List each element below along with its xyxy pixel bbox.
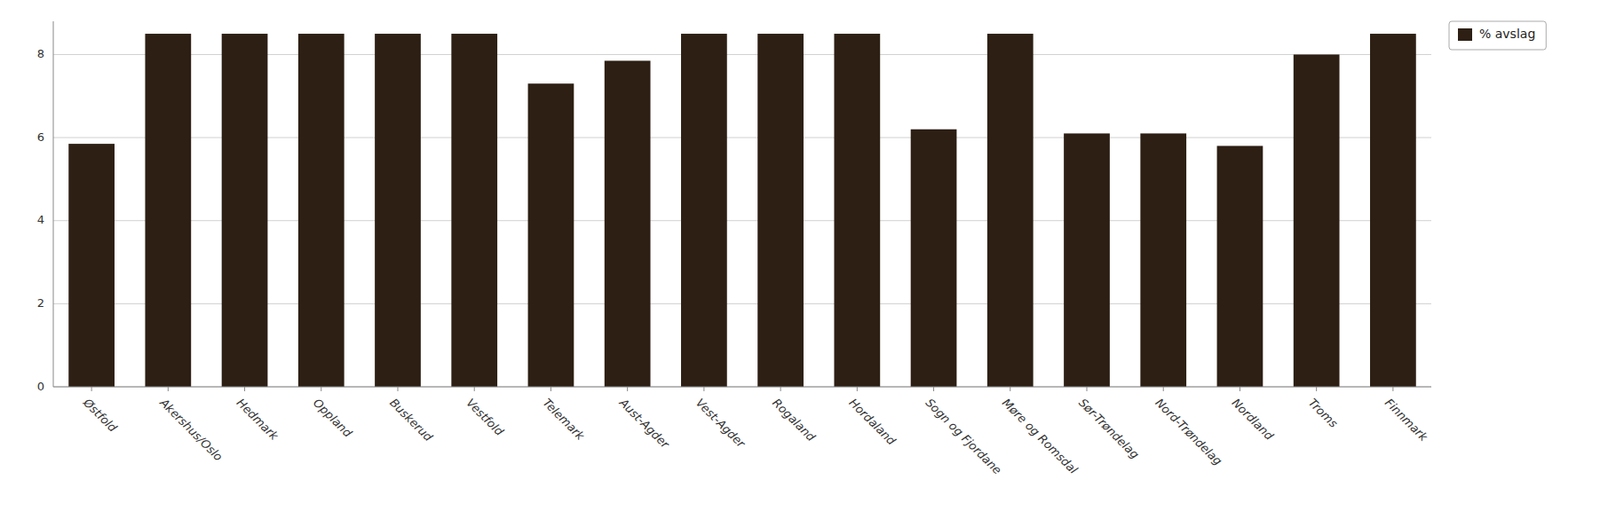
- legend-label: % avslag: [1479, 26, 1536, 41]
- chart-svg: 0 2 4 6 8 Østfold Akershus/OsloHedmark Oppland B…: [0, 0, 1600, 511]
- x-tick: [1239, 387, 1241, 392]
- x-tick: [167, 387, 169, 392]
- x-tick: [397, 387, 399, 392]
- bar: [1063, 133, 1110, 388]
- x-tick: [474, 387, 476, 392]
- bar: [681, 33, 728, 388]
- bar: [221, 33, 269, 388]
- x-tick-label: Nord-Trøndelag: [1152, 396, 1225, 468]
- x-tick: [91, 387, 93, 392]
- x-tick: [1163, 387, 1165, 392]
- x-tick: [550, 387, 552, 392]
- y-tick-label: 8: [37, 47, 45, 61]
- y-tick-label: 2: [37, 296, 45, 310]
- x-tick-label: Vest-Agder: [693, 396, 749, 452]
- x-tick: [1086, 387, 1088, 392]
- x-tick: [1315, 387, 1317, 392]
- y-axis-line: [53, 21, 55, 388]
- x-tick-label: Finnmark: [1382, 396, 1431, 444]
- x-tick-label: Nordland: [1229, 396, 1277, 444]
- legend-box: [1449, 21, 1546, 50]
- legend: % avslag: [1449, 21, 1546, 50]
- bar: [451, 33, 498, 388]
- x-tick: [1392, 387, 1394, 392]
- x-tick-label: Oppland: [310, 396, 356, 441]
- x-tick: [780, 387, 782, 392]
- bar: [1370, 33, 1417, 388]
- y-tick-label: 4: [37, 213, 45, 227]
- bars: [68, 33, 1417, 388]
- x-tick: [626, 387, 628, 392]
- y-ticks: 0 2 4 6 8: [37, 47, 45, 394]
- bar: [604, 60, 651, 388]
- bar: [528, 83, 575, 388]
- bar: [374, 33, 421, 388]
- x-tick: [933, 387, 935, 392]
- x-ticks: Østfold Akershus/OsloHedmark Oppland Busker…: [79, 387, 1431, 478]
- bar: [68, 143, 115, 388]
- x-tick-label: Rogaland: [769, 396, 818, 444]
- x-tick-label: Troms: [1306, 396, 1341, 431]
- grid-line: [53, 387, 1432, 389]
- y-tick-label: 6: [37, 130, 45, 144]
- x-tick-label: Sør-Trøndelag: [1076, 396, 1142, 462]
- x-tick-label: Aust-Agder: [616, 396, 674, 453]
- bar: [987, 33, 1034, 388]
- x-tick-label: Møre og Romsdal: [999, 396, 1081, 477]
- bar: [1140, 133, 1187, 388]
- x-tick: [703, 387, 705, 392]
- x-axis-line: [53, 387, 1432, 389]
- chart-container: 0 2 4 6 8 Østfold Akershus/OsloHedmark Oppland B…: [0, 0, 1600, 511]
- bar: [144, 33, 191, 388]
- bar: [910, 129, 958, 388]
- x-tick-label: Telemark: [540, 396, 588, 444]
- legend-swatch: [1457, 28, 1473, 41]
- x-tick-label: Vestfold: [463, 396, 507, 439]
- x-tick-label: Østfold: [79, 396, 120, 436]
- x-tick: [1009, 387, 1011, 392]
- x-tick-label: Buskerud: [387, 396, 436, 444]
- x-tick-label: Akershus/Oslo: [157, 396, 226, 465]
- x-tick: [320, 387, 322, 392]
- x-tick: [856, 387, 858, 392]
- bar: [1217, 145, 1264, 388]
- x-tick-label: Hedmark: [234, 396, 282, 444]
- bar: [298, 33, 345, 388]
- x-tick-label: Sogn og Fjordane: [923, 396, 1005, 477]
- x-tick: [244, 387, 246, 392]
- x-tick-label: Hordaland: [846, 396, 899, 449]
- bar: [833, 33, 880, 388]
- bar: [757, 33, 804, 388]
- y-tick-label: 0: [37, 380, 45, 394]
- bar: [1293, 54, 1340, 388]
